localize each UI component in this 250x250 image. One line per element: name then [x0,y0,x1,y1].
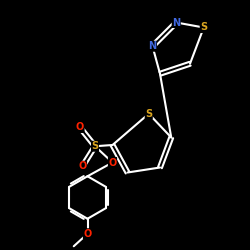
Text: O: O [84,229,92,239]
Text: S: S [92,141,98,151]
Text: S: S [200,22,207,32]
Text: N: N [148,41,156,51]
Text: N: N [172,18,180,28]
Text: O: O [78,161,87,171]
Text: S: S [145,109,152,119]
Text: O: O [76,122,84,132]
Text: O: O [108,158,116,168]
